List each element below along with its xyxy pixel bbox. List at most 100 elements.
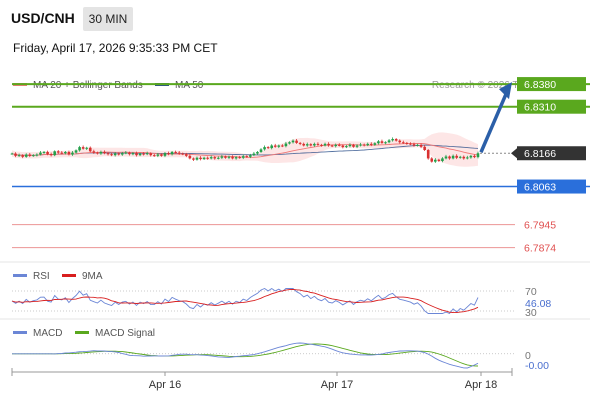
candle-body xyxy=(206,157,209,159)
candle-body xyxy=(217,157,220,159)
candle-body xyxy=(323,143,327,146)
candle-body xyxy=(387,140,391,143)
candle-body xyxy=(476,153,480,158)
candle-body xyxy=(227,156,231,158)
level-label-3: 6.8063 xyxy=(524,182,556,194)
candle-body xyxy=(117,153,121,155)
timeframe-button[interactable]: 30 MIN xyxy=(83,7,133,31)
candle-body xyxy=(345,146,348,148)
macd-signal-line xyxy=(12,343,479,367)
level-pointer-2 xyxy=(511,148,517,159)
candle-body xyxy=(167,153,170,155)
candle-body xyxy=(202,157,206,160)
candle-body xyxy=(434,159,437,162)
candle-body xyxy=(213,157,217,159)
candle-body xyxy=(170,151,174,155)
candle-body xyxy=(249,155,252,157)
candle-body xyxy=(384,142,387,144)
candle-body xyxy=(17,155,21,157)
macd-panel: 0-0.00 xyxy=(12,342,549,372)
candle-body xyxy=(423,146,426,151)
candle-body xyxy=(192,158,195,160)
candle-body xyxy=(341,145,345,148)
candle-body xyxy=(238,157,241,159)
candle-body xyxy=(64,151,67,154)
bollinger-band-area xyxy=(12,132,478,167)
candle-body xyxy=(334,144,338,147)
legend-macd-signal-swatch xyxy=(75,330,89,334)
candle-body xyxy=(373,143,377,145)
candle-body xyxy=(263,147,266,150)
candle-body xyxy=(131,153,135,155)
level-label-2: 6.8166 xyxy=(524,148,556,160)
x-tick-label-2: Apr 18 xyxy=(465,379,497,391)
candle-body xyxy=(405,142,409,144)
candle-body xyxy=(419,144,423,147)
candle-body xyxy=(302,143,305,146)
rsi-axis-label-1: 46.08 xyxy=(525,298,551,310)
candle-body xyxy=(473,155,476,158)
candle-body xyxy=(330,145,334,147)
candle-body xyxy=(234,157,238,159)
candle-body xyxy=(391,139,394,141)
candle-body xyxy=(96,152,99,154)
candle-body xyxy=(284,143,288,147)
panel-separators xyxy=(0,261,590,320)
candle-body xyxy=(291,140,295,143)
candle-body xyxy=(39,152,42,155)
candle-body xyxy=(78,147,81,151)
candle-body xyxy=(188,155,192,159)
level-label-bg-0 xyxy=(517,77,586,92)
legend-ma50-label: MA 50 xyxy=(175,80,204,91)
candle-body xyxy=(362,144,366,146)
candle-body xyxy=(10,153,14,155)
candle-body xyxy=(152,155,156,157)
legend-macd-signal-label: MACD Signal xyxy=(95,328,156,339)
level-label-bg-1 xyxy=(517,99,586,114)
legend-macd: MACD xyxy=(13,328,62,339)
candle-body xyxy=(366,143,370,146)
candles xyxy=(10,137,480,163)
x-axis: Apr 16 Apr 17 Apr 18 xyxy=(11,368,513,391)
candle-body xyxy=(359,144,362,146)
candle-body xyxy=(28,154,32,156)
candle-body xyxy=(103,151,106,154)
rsi-line xyxy=(11,287,479,315)
candle-body xyxy=(142,153,145,155)
candle-body xyxy=(120,153,124,155)
candle-body xyxy=(327,143,330,146)
candle-body xyxy=(14,153,17,156)
candle-body xyxy=(67,151,71,155)
candle-body xyxy=(252,153,256,156)
rsi-axis-label-0: 70 xyxy=(525,286,537,298)
candle-body xyxy=(462,156,466,159)
legend-macd-swatch xyxy=(13,330,27,334)
candle-body xyxy=(266,147,270,149)
candle-body xyxy=(81,147,85,149)
candle-body xyxy=(56,151,60,153)
level-label-bg-3 xyxy=(517,179,586,194)
datetime-label: Friday, April 17, 2026 9:35:33 PM CET xyxy=(13,41,218,55)
candle-body xyxy=(199,157,202,160)
candle-body xyxy=(224,156,227,158)
candle-body xyxy=(444,156,448,159)
candle-body xyxy=(401,142,405,144)
candle-body xyxy=(46,151,49,155)
legend-rsi-ma-label: 9MA xyxy=(82,271,103,282)
candle-body xyxy=(32,155,35,157)
level-labels: 6.8380 6.8310 6.8166 6.8063 6.7945 6.7874 xyxy=(511,77,586,255)
forecast-arrow xyxy=(479,82,512,153)
macd-axis-label-0: 0 xyxy=(525,350,531,362)
candle-body xyxy=(110,154,113,156)
candle-body xyxy=(106,153,110,155)
candle-body xyxy=(163,153,167,156)
candle-body xyxy=(145,153,149,155)
candle-body xyxy=(355,145,359,147)
macd-line xyxy=(12,342,479,369)
candle-body xyxy=(348,144,352,147)
candle-body xyxy=(156,154,160,156)
rsi-axis-label-2: 30 xyxy=(525,307,537,319)
candle-body xyxy=(256,151,259,154)
